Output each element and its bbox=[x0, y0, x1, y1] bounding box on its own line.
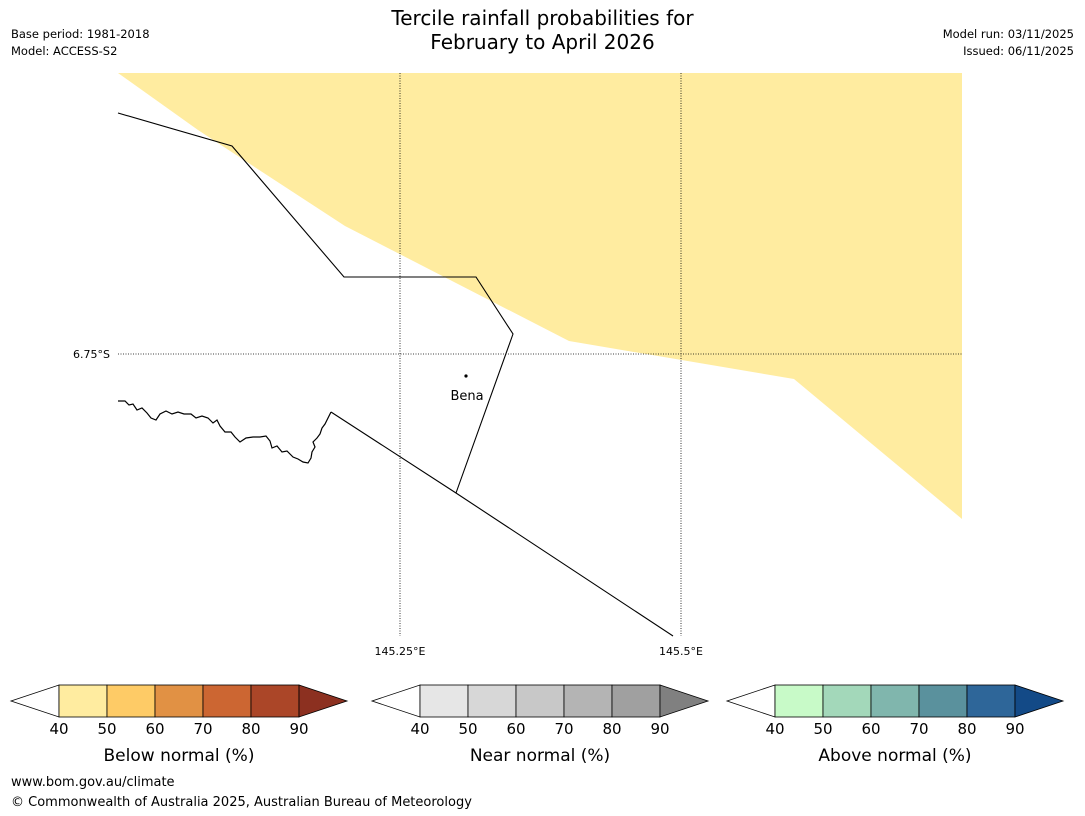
legend-above-tick-label: 90 bbox=[1005, 720, 1024, 738]
legend-above-swatch bbox=[822, 684, 872, 718]
title-line-1: Tercile rainfall probabilities for bbox=[391, 6, 694, 30]
legend-below-swatch bbox=[202, 684, 252, 718]
footer-copyright: © Commonwealth of Australia 2025, Austra… bbox=[11, 795, 472, 810]
legend-below-low-extension bbox=[9, 684, 60, 718]
legend-above-normal: 40 50 60 70 80 90 Above normal (%) bbox=[725, 684, 1065, 766]
issued-text: Issued: 06/11/2025 bbox=[963, 44, 1074, 58]
legend-above-swatch bbox=[918, 684, 968, 718]
legend-above-tick-label: 50 bbox=[813, 720, 832, 738]
legend-near-swatch bbox=[563, 684, 613, 718]
latitude-label: 6.75°S bbox=[73, 348, 110, 361]
legend-near-normal: 40 50 60 70 80 90 Near normal (%) bbox=[370, 684, 710, 766]
legend-below-swatch bbox=[58, 684, 108, 718]
map-panel: Bena 6.75°S 145.25°E 145.5°E bbox=[73, 73, 962, 658]
legend-near-title: Near normal (%) bbox=[470, 746, 610, 766]
legend-near-tick-label: 70 bbox=[554, 720, 573, 738]
legend-below-swatch bbox=[250, 684, 300, 718]
border-line-north bbox=[117, 112, 514, 494]
legend-above-low-extension bbox=[725, 684, 776, 718]
legend-below-tick-label: 40 bbox=[49, 720, 68, 738]
legend-above-swatch bbox=[870, 684, 920, 718]
longitude-label-145-5: 145.5°E bbox=[659, 645, 703, 658]
border-line-south bbox=[330, 411, 674, 637]
legend-near-tick-label: 90 bbox=[650, 720, 669, 738]
legend-below-swatch bbox=[106, 684, 156, 718]
legend-above-tick-label: 70 bbox=[909, 720, 928, 738]
legend-near-tick-label: 80 bbox=[602, 720, 621, 738]
legend-below-tick-label: 50 bbox=[97, 720, 116, 738]
legend-below-normal: 40 50 60 70 80 90 Below normal (%) bbox=[9, 684, 349, 766]
legend-above-swatch bbox=[774, 684, 824, 718]
model-text: Model: ACCESS-S2 bbox=[11, 44, 118, 58]
bena-label: Bena bbox=[450, 389, 483, 404]
legend-near-swatch bbox=[419, 684, 469, 718]
legend-below-tick-label: 90 bbox=[289, 720, 308, 738]
legend-near-swatch bbox=[515, 684, 565, 718]
legend-near-high-extension bbox=[659, 684, 710, 718]
meta-right: Model run: 03/11/2025 Issued: 06/11/2025 bbox=[943, 26, 1074, 60]
legend-above-high-extension bbox=[1014, 684, 1065, 718]
legend-below-swatch bbox=[154, 684, 204, 718]
legend-above-title: Above normal (%) bbox=[818, 746, 971, 766]
legend-near-tick-label: 40 bbox=[410, 720, 429, 738]
legend-below-tick-label: 80 bbox=[241, 720, 260, 738]
chart-title: Tercile rainfall probabilities for Febru… bbox=[0, 6, 1085, 54]
legend-below-tick-label: 70 bbox=[193, 720, 212, 738]
legend-below-tick-label: 60 bbox=[145, 720, 164, 738]
legend-above-tick-label: 40 bbox=[765, 720, 784, 738]
legend-panel: 40 50 60 70 80 90 Below normal (%) 40 50 60 70 80 9… bbox=[9, 684, 1065, 766]
footer-url: www.bom.gov.au/climate bbox=[11, 775, 175, 790]
legend-near-tick-label: 60 bbox=[506, 720, 525, 738]
legend-near-swatch bbox=[467, 684, 517, 718]
legend-near-swatch bbox=[611, 684, 661, 718]
below-normal-shading bbox=[118, 73, 962, 519]
bena-location-marker bbox=[464, 374, 468, 378]
title-line-2: February to April 2026 bbox=[430, 30, 655, 54]
legend-near-tick-label: 50 bbox=[458, 720, 477, 738]
legend-near-low-extension bbox=[370, 684, 421, 718]
legend-below-high-extension bbox=[298, 684, 349, 718]
legend-above-tick-label: 80 bbox=[957, 720, 976, 738]
legend-above-swatch bbox=[966, 684, 1016, 718]
meta-left: Base period: 1981-2018 Model: ACCESS-S2 bbox=[11, 26, 150, 60]
model-run-text: Model run: 03/11/2025 bbox=[942, 27, 1074, 41]
longitude-label-145-25: 145.25°E bbox=[375, 645, 426, 658]
base-period-text: Base period: 1981-2018 bbox=[11, 27, 150, 41]
river-line bbox=[118, 400, 332, 464]
legend-below-title: Below normal (%) bbox=[104, 746, 255, 766]
legend-above-tick-label: 60 bbox=[861, 720, 880, 738]
